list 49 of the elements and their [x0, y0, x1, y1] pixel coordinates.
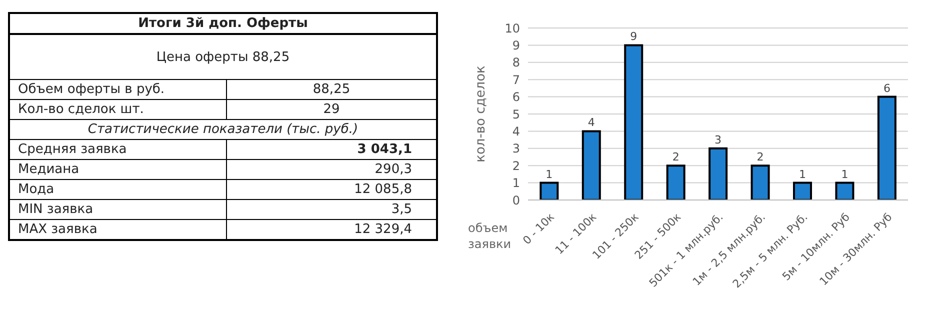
text: MAX заявка: [9, 220, 226, 240]
y-tick-label: 1: [512, 176, 520, 190]
text: 12 085,8: [226, 180, 437, 200]
bar: [750, 164, 770, 200]
text: 12 329,4: [226, 220, 437, 240]
text: 3,5: [226, 200, 437, 220]
bar: [666, 164, 686, 200]
data-label: 1: [546, 168, 553, 181]
text: 29: [226, 100, 437, 120]
y-tick-label: 2: [512, 158, 520, 173]
bar: [624, 44, 644, 200]
text: Объем оферты в руб.: [9, 80, 226, 100]
bar: [835, 182, 854, 200]
text: Цена оферты 88,25: [9, 34, 437, 80]
data-label: 1: [799, 168, 806, 181]
y-tick-label: 3: [512, 142, 520, 156]
bar: [877, 96, 896, 200]
y-axis-title: кол-во сделок: [474, 65, 489, 162]
bar: [708, 147, 728, 200]
text: Кол-во сделок шт.: [9, 100, 226, 120]
y-tick-label: 4: [512, 124, 520, 138]
bar: [793, 182, 812, 200]
text: Мода: [9, 180, 226, 200]
text: MIN заявка: [9, 200, 226, 220]
y-tick-label: 9: [512, 38, 520, 52]
data-label: 3: [714, 133, 722, 146]
bar: [582, 130, 601, 200]
y-tick-label: 6: [512, 90, 520, 104]
data-label: 2: [756, 150, 764, 164]
y-tick-label: 10: [504, 21, 520, 36]
x-tick-label: 0 - 10к: [520, 210, 558, 248]
data-label: 6: [883, 82, 890, 95]
text: 290,3: [226, 160, 437, 180]
y-tick-label: 7: [512, 72, 520, 87]
bar: [540, 182, 559, 200]
data-label: 1: [841, 168, 848, 181]
y-tick-label: 8: [512, 56, 520, 70]
text: 3 043,1: [226, 140, 437, 160]
y-tick-label: 0: [512, 193, 520, 208]
text: Статистические показатели (тыс. руб.): [9, 120, 437, 140]
x-axis-title: объем заявки: [468, 221, 512, 251]
text: Итоги 3й доп. Оферты: [9, 13, 437, 34]
text: Медиана: [9, 160, 226, 180]
y-tick-label: 5: [512, 107, 520, 122]
data-label: 4: [588, 116, 595, 130]
text: Средняя заявка: [9, 140, 226, 160]
text: 88,25: [226, 80, 437, 100]
data-label: 9: [630, 30, 638, 44]
data-label: 2: [672, 150, 680, 164]
